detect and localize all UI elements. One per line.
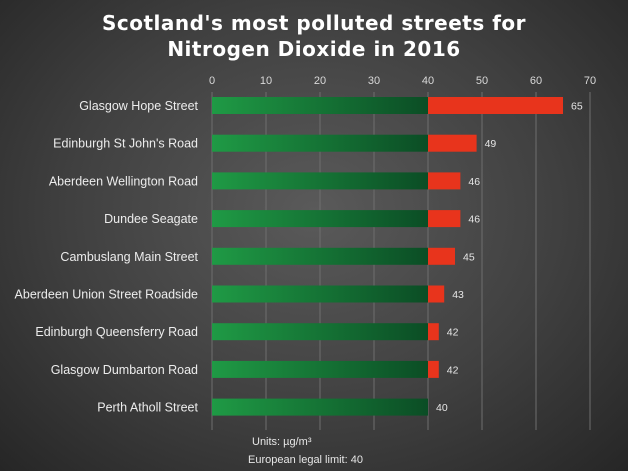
bar-segment-within-limit — [212, 210, 428, 228]
bar-segment-within-limit — [212, 360, 428, 378]
bar-segment-within-limit — [212, 97, 428, 114]
value-label: 42 — [447, 327, 459, 339]
bar-segment-over-limit — [428, 360, 439, 378]
value-label: 45 — [463, 251, 475, 263]
value-label: 40 — [436, 402, 448, 414]
category-label: Glasgow Hope Street — [79, 99, 198, 113]
x-tick-label: 30 — [368, 75, 380, 87]
category-label: Edinburgh Queensferry Road — [35, 325, 198, 339]
category-label: Glasgow Dumbarton Road — [51, 363, 198, 377]
x-tick-label: 60 — [530, 75, 542, 87]
value-label: 49 — [485, 138, 497, 150]
category-label: Dundee Seagate — [104, 212, 198, 226]
x-tick-label: 50 — [476, 75, 488, 87]
x-tick-label: 70 — [584, 75, 596, 87]
value-label: 46 — [468, 176, 480, 188]
legal-limit-note: European legal limit: 40 — [248, 454, 363, 466]
bar-segment-over-limit — [428, 285, 445, 303]
bar-segment-over-limit — [428, 134, 477, 152]
x-tick-label: 10 — [260, 75, 272, 87]
bar-segment-within-limit — [212, 172, 428, 190]
bar-segment-over-limit — [428, 247, 455, 265]
x-tick-label: 40 — [422, 75, 434, 87]
value-label: 42 — [447, 364, 459, 376]
value-label: 46 — [468, 214, 480, 226]
chart-title-line-2: Nitrogen Dioxide in 2016 — [167, 37, 460, 61]
bar-segment-within-limit — [212, 285, 428, 303]
units-note: Units: µg/m³ — [252, 436, 312, 448]
category-label: Perth Atholl Street — [97, 401, 198, 415]
bar-segment-over-limit — [428, 172, 461, 190]
category-label: Aberdeen Wellington Road — [49, 174, 198, 188]
category-label: Aberdeen Union Street Roadside — [15, 288, 199, 302]
bar-segment-over-limit — [428, 323, 439, 341]
bar-segment-within-limit — [212, 398, 428, 416]
bar-segment-over-limit — [428, 97, 563, 114]
value-label: 43 — [452, 289, 464, 301]
x-tick-label: 20 — [314, 75, 326, 87]
x-tick-label: 0 — [209, 75, 215, 87]
category-label: Cambuslang Main Street — [60, 250, 198, 264]
chart-title-line-1: Scotland's most polluted streets for — [102, 11, 526, 35]
value-label: 65 — [571, 101, 583, 113]
category-label: Edinburgh St John's Road — [53, 137, 198, 151]
bar-segment-within-limit — [212, 323, 428, 341]
bar-segment-within-limit — [212, 134, 428, 152]
bar-segment-within-limit — [212, 247, 428, 265]
bar-segment-over-limit — [428, 210, 461, 228]
